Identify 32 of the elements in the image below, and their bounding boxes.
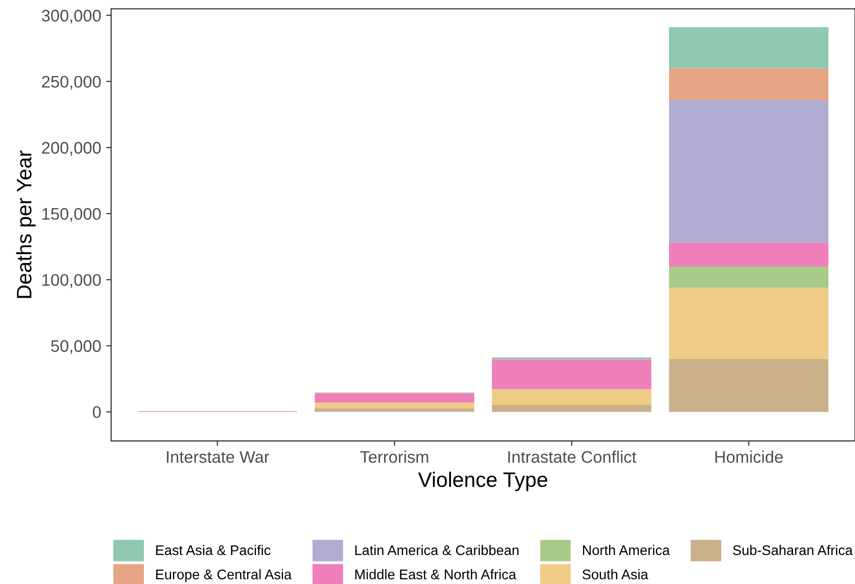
bar [492,360,652,390]
legend-label: Europe & Central Asia [156,569,292,582]
x-tick-label: Intrastate Conflict [508,450,636,463]
y-tick-label: 0 [92,406,101,418]
legend-label: North America [583,544,670,556]
x-tick-label: Interstate War [166,451,270,463]
bar [669,242,828,266]
y-tick-label: 50,000 [51,340,101,354]
bar [669,27,828,68]
y-tick-label: 300,000 [42,10,101,24]
legend-label: Latin America & Caribbean [355,544,518,556]
y-axis-title: Deaths per Year [16,150,36,298]
bar [669,288,828,359]
x-tick-label: Homicide [715,450,783,463]
y-tick-label: 200,000 [42,142,101,156]
legend-label: Sub-Saharan Africa [732,544,853,556]
bar [669,358,828,412]
bar [492,404,652,412]
bar [314,402,474,408]
y-tick-label: 250,000 [42,76,101,90]
x-tick-label: Terrorism [360,450,428,463]
bar [669,100,828,243]
y-tick-label: 100,000 [42,274,101,288]
bar [314,393,474,403]
bar [669,266,828,288]
bar [314,408,474,412]
legend-label: South Asia [582,569,648,580]
y-tick-label: 150,000 [42,208,101,222]
legend-label: East Asia & Pacific [156,544,270,556]
x-axis-title: Violence Type [418,472,548,492]
bar [492,389,652,405]
legend-label: Middle East & North Africa [355,569,516,580]
